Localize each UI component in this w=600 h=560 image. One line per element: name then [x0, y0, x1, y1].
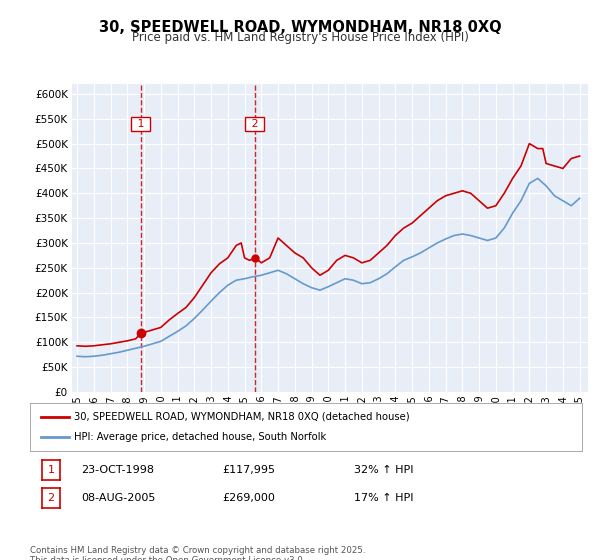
Text: 08-AUG-2005: 08-AUG-2005 — [81, 493, 155, 503]
Text: 23-OCT-1998: 23-OCT-1998 — [81, 465, 154, 475]
Text: 30, SPEEDWELL ROAD, WYMONDHAM, NR18 0XQ: 30, SPEEDWELL ROAD, WYMONDHAM, NR18 0XQ — [98, 20, 502, 35]
Text: 2: 2 — [47, 493, 55, 503]
Text: Contains HM Land Registry data © Crown copyright and database right 2025.
This d: Contains HM Land Registry data © Crown c… — [30, 546, 365, 560]
Text: 30, SPEEDWELL ROAD, WYMONDHAM, NR18 0XQ (detached house): 30, SPEEDWELL ROAD, WYMONDHAM, NR18 0XQ … — [74, 412, 410, 422]
Text: 1: 1 — [47, 465, 55, 475]
Text: £117,995: £117,995 — [222, 465, 275, 475]
Text: HPI: Average price, detached house, South Norfolk: HPI: Average price, detached house, Sout… — [74, 432, 326, 442]
Text: 1: 1 — [134, 119, 148, 129]
Text: 2: 2 — [248, 119, 262, 129]
Text: 17% ↑ HPI: 17% ↑ HPI — [354, 493, 413, 503]
Text: 32% ↑ HPI: 32% ↑ HPI — [354, 465, 413, 475]
Text: Price paid vs. HM Land Registry's House Price Index (HPI): Price paid vs. HM Land Registry's House … — [131, 31, 469, 44]
Text: £269,000: £269,000 — [222, 493, 275, 503]
